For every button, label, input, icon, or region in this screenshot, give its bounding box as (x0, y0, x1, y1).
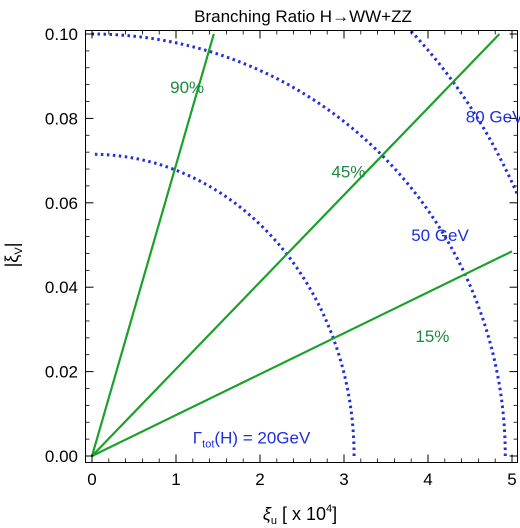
plot-frame (85, 30, 518, 463)
width-label-main: Γ (193, 428, 202, 447)
x-axis-label-close: ] (332, 504, 337, 524)
chart-title: Branching Ratio H→WW+ZZ (194, 7, 412, 26)
y-axis-label-suffix: | (2, 243, 22, 248)
y-tick-label: 0.06 (45, 194, 78, 213)
x-tick-label: 5 (507, 470, 516, 489)
branching-ratio-line (90, 33, 215, 457)
branching-ratio-line (91, 250, 513, 457)
y-tick-label: 0.08 (45, 109, 78, 128)
plot-area (90, 30, 518, 457)
branching-ratio-label: 15% (415, 327, 449, 346)
branching-ratio-label: 90% (170, 78, 204, 97)
y-tick-label: 0.10 (45, 25, 78, 44)
width-contour (91, 32, 507, 457)
x-axis-label-text: [ x 10 (277, 504, 326, 524)
y-tick-label: 0.04 (45, 278, 78, 297)
x-axis-label: ξu [ x 104] (263, 503, 337, 527)
x-tick-label: 1 (171, 470, 180, 489)
x-tick-label: 2 (255, 470, 264, 489)
y-tick-label: 0.02 (45, 363, 78, 382)
x-tick-label: 0 (87, 470, 96, 489)
width-contour (91, 152, 356, 457)
width-label-rest: (H) = 20GeV (214, 428, 311, 447)
x-axis-label-subscript: u (271, 515, 277, 527)
x-tick-label: 4 (423, 470, 432, 489)
annotations: 90% 45% 15% 80 GeV 50 GeV Γtot(H) = 20GeV (170, 78, 520, 450)
width-contour-label: Γtot(H) = 20GeV (193, 428, 311, 450)
width-contour-label: 80 GeV (466, 108, 520, 127)
y-axis-label: |ξV| (2, 243, 25, 268)
x-tick-label: 3 (339, 470, 348, 489)
x-axis-label-symbol: ξ (263, 504, 272, 524)
width-contour-label: 50 GeV (411, 226, 469, 245)
branching-ratio-line (91, 33, 501, 457)
branching-ratio-label: 45% (331, 162, 365, 181)
width-label-sub: tot (202, 438, 214, 450)
y-axis-label-prefix: |ξ (2, 255, 22, 268)
y-tick-label: 0.00 (45, 447, 78, 466)
axes: 0 1 2 3 4 5 0.00 0.02 0.04 0.06 0.08 0.10 (45, 25, 518, 489)
x-axis-label-superscript: 4 (326, 503, 332, 515)
y-axis-label-subscript: V (13, 247, 25, 255)
